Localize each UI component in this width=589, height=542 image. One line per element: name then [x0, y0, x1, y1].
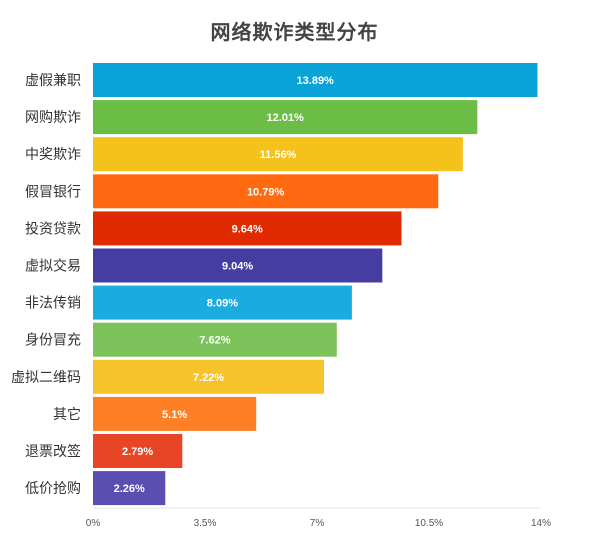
category-label: 中奖欺诈 — [25, 146, 81, 163]
bar — [93, 63, 538, 97]
bar — [93, 434, 183, 468]
bar — [93, 137, 463, 172]
data-label: 9.64% — [232, 223, 263, 235]
x-tick-label: 7% — [310, 518, 325, 529]
category-label: 网购欺诈 — [25, 110, 81, 126]
bar — [93, 211, 402, 246]
data-label: 2.26% — [114, 483, 145, 495]
category-label: 身份冒充 — [25, 333, 81, 349]
bar — [93, 248, 383, 283]
data-label: 13.89% — [297, 75, 335, 87]
data-label: 2.79% — [122, 446, 153, 458]
bar — [93, 285, 352, 320]
data-label: 5.1% — [162, 409, 187, 421]
x-tick-label: 14% — [531, 518, 551, 529]
data-label: 9.04% — [222, 261, 253, 273]
bar — [93, 322, 337, 357]
bar — [93, 471, 166, 506]
category-label: 其它 — [53, 406, 81, 423]
data-label: 10.79% — [247, 186, 285, 198]
category-label: 虚拟交易 — [25, 258, 81, 275]
category-label: 假冒银行 — [25, 184, 81, 200]
bar — [93, 396, 257, 431]
category-label: 虚拟二维码 — [11, 370, 81, 386]
bar — [93, 174, 439, 209]
data-label: 7.22% — [193, 372, 224, 384]
category-label: 低价抢购 — [25, 480, 81, 497]
x-tick-label: 10.5% — [415, 518, 443, 529]
bar — [93, 359, 324, 394]
category-label: 退票改签 — [25, 443, 81, 460]
data-label: 7.62% — [199, 335, 230, 347]
category-label: 投资贷款 — [25, 221, 81, 237]
x-tick-label: 3.5% — [194, 518, 217, 529]
data-label: 11.56% — [260, 149, 297, 161]
chart-title: 网络欺诈类型分布 — [210, 20, 379, 44]
category-label: 虚假兼职 — [25, 73, 81, 89]
data-label: 12.01% — [267, 112, 305, 124]
data-label: 8.09% — [207, 298, 238, 310]
category-label: 非法传销 — [25, 296, 81, 312]
x-tick-label: 0% — [86, 518, 101, 529]
bar — [93, 100, 478, 135]
